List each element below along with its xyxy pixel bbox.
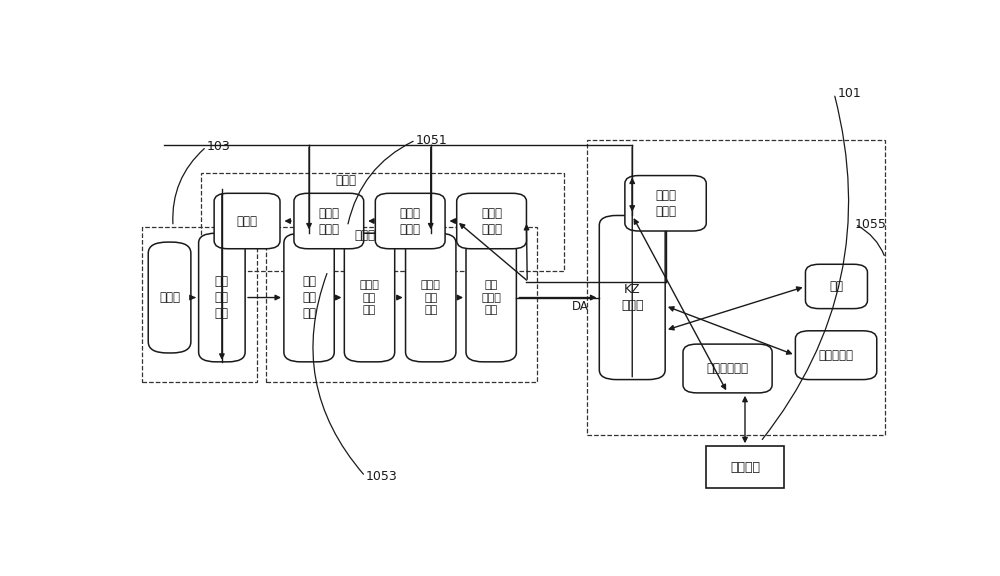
Bar: [587, 140, 885, 435]
Text: 发射机: 发射机: [335, 175, 356, 187]
Text: 信号隔
离单元: 信号隔 离单元: [655, 189, 676, 218]
Text: 阻抗
匹配
单元: 阻抗 匹配 单元: [215, 275, 229, 320]
Text: 1051: 1051: [416, 134, 447, 146]
Text: 1055: 1055: [855, 218, 887, 231]
Text: 闪存: 闪存: [829, 280, 843, 293]
Text: 主控模块: 主控模块: [730, 461, 760, 473]
Text: 抗混
叠滤波
单元: 抗混 叠滤波 单元: [481, 280, 501, 315]
FancyBboxPatch shape: [284, 233, 334, 362]
FancyBboxPatch shape: [406, 233, 456, 362]
Text: 1053: 1053: [365, 470, 397, 483]
Text: 低通滤
波单元: 低通滤 波单元: [318, 207, 339, 236]
Text: 接收机: 接收机: [355, 229, 376, 242]
Text: KZ
处理器: KZ 处理器: [621, 283, 643, 312]
FancyBboxPatch shape: [214, 194, 280, 249]
Text: 收发
转换
单元: 收发 转换 单元: [302, 275, 316, 320]
Text: 变增益
放大
单元: 变增益 放大 单元: [421, 280, 441, 315]
Text: 动态存储器: 动态存储器: [819, 348, 854, 362]
FancyBboxPatch shape: [466, 233, 516, 362]
FancyBboxPatch shape: [457, 194, 526, 249]
FancyBboxPatch shape: [805, 264, 867, 309]
Text: 变压器: 变压器: [237, 214, 258, 228]
Bar: [142, 226, 257, 382]
FancyBboxPatch shape: [683, 344, 772, 393]
FancyBboxPatch shape: [199, 233, 245, 362]
FancyBboxPatch shape: [599, 215, 665, 380]
FancyBboxPatch shape: [344, 233, 395, 362]
FancyBboxPatch shape: [148, 242, 191, 353]
Text: 功放驱
动单元: 功放驱 动单元: [481, 207, 502, 236]
Bar: [706, 446, 784, 488]
Text: 103: 103: [206, 140, 230, 153]
Bar: [201, 173, 564, 271]
Text: 低噪声
放大
单元: 低噪声 放大 单元: [360, 280, 379, 315]
Text: 以太网收发器: 以太网收发器: [707, 362, 749, 375]
FancyBboxPatch shape: [375, 194, 445, 249]
Text: 传感器: 传感器: [159, 291, 180, 304]
FancyBboxPatch shape: [294, 194, 364, 249]
Bar: [266, 226, 537, 382]
FancyBboxPatch shape: [795, 331, 877, 380]
Text: DA: DA: [572, 300, 588, 313]
Text: 101: 101: [838, 87, 862, 100]
FancyBboxPatch shape: [625, 176, 706, 231]
Text: 功率放
大单元: 功率放 大单元: [400, 207, 421, 236]
